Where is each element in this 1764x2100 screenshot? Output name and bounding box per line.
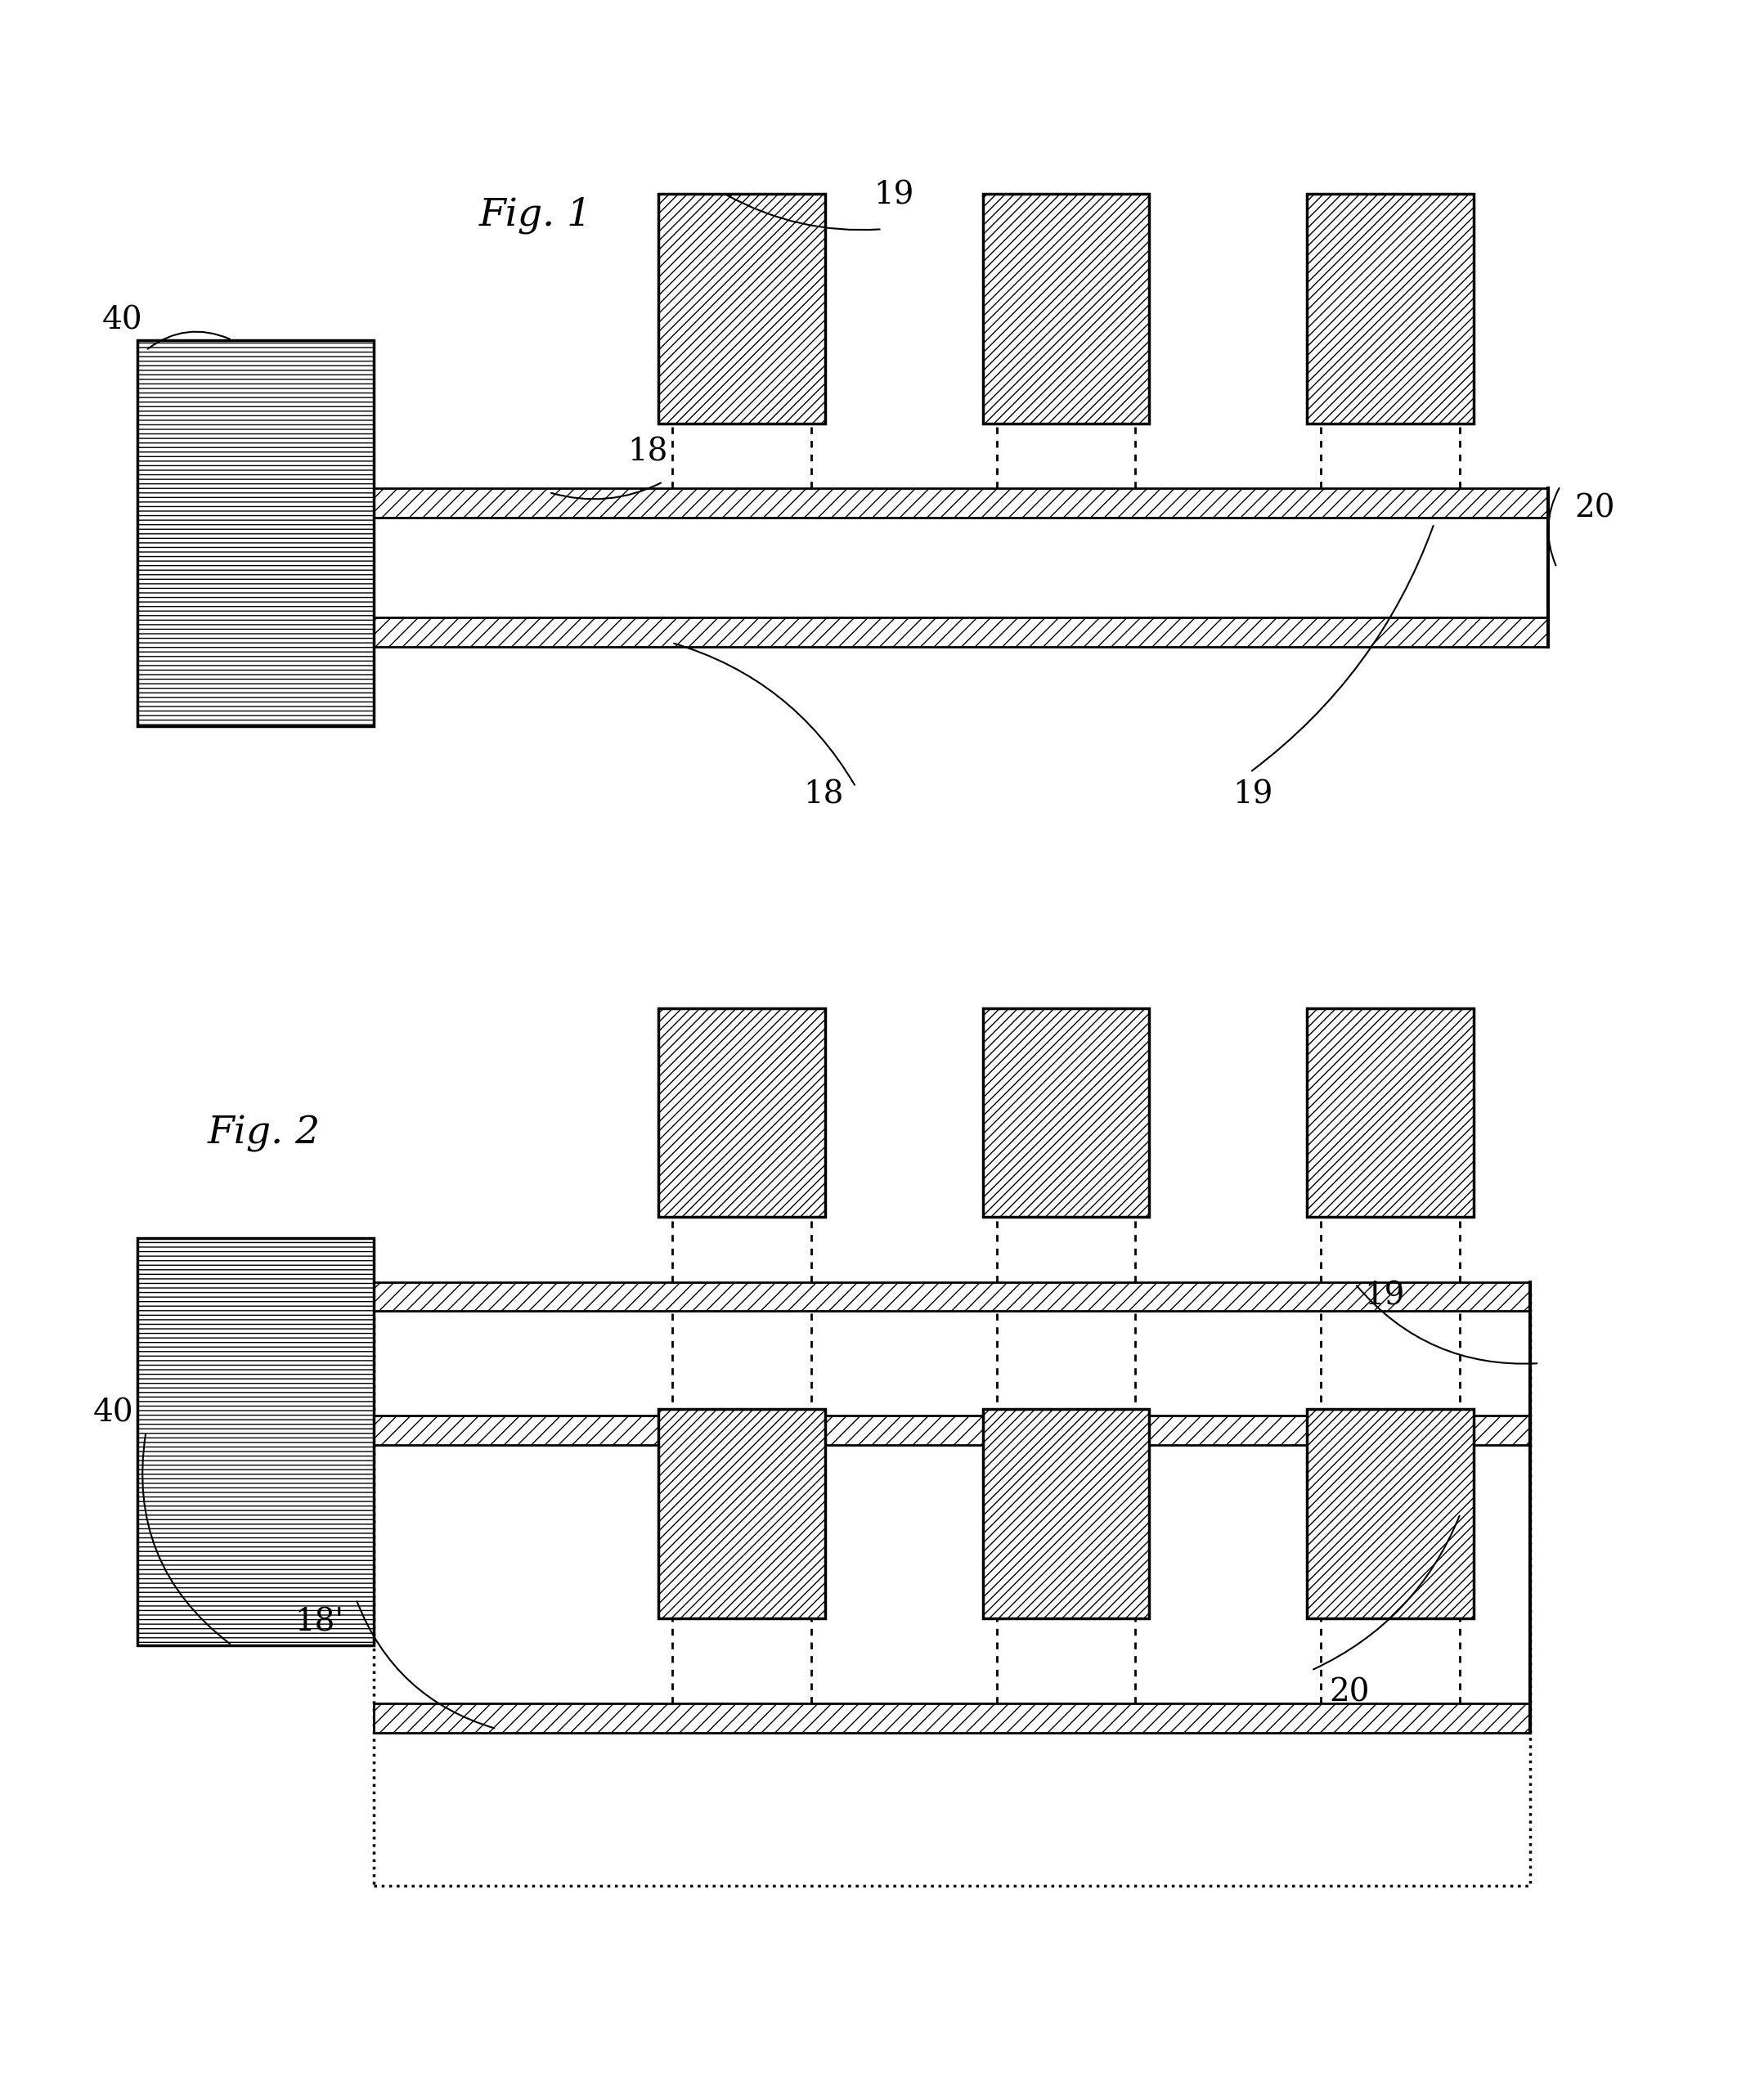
Text: 19: 19	[1233, 779, 1274, 811]
Bar	[658, 1409, 826, 1619]
Text: 18: 18	[803, 779, 843, 811]
FancyArrowPatch shape	[727, 195, 880, 229]
FancyArrowPatch shape	[550, 483, 662, 500]
Text: 18': 18'	[295, 1606, 344, 1638]
Text: 19: 19	[1364, 1281, 1404, 1310]
FancyArrowPatch shape	[143, 1434, 229, 1644]
Text: 40: 40	[93, 1399, 134, 1428]
Bar	[658, 193, 826, 424]
FancyArrowPatch shape	[1549, 487, 1559, 565]
Bar	[658, 1008, 826, 1218]
Text: 19: 19	[873, 181, 914, 210]
FancyArrowPatch shape	[356, 1602, 494, 1728]
Text: Fig. 2: Fig. 2	[206, 1115, 321, 1153]
Bar	[374, 1281, 1531, 1310]
Bar	[374, 1415, 1531, 1445]
Bar	[983, 1409, 1150, 1619]
Text: 20: 20	[1328, 1678, 1369, 1707]
FancyArrowPatch shape	[1314, 1516, 1459, 1670]
Text: 20: 20	[1573, 494, 1614, 523]
Bar	[138, 1239, 374, 1644]
Bar	[1307, 1008, 1473, 1218]
Bar	[374, 487, 1549, 517]
Text: 40: 40	[102, 307, 143, 336]
Bar	[374, 1289, 1531, 1886]
Bar	[1307, 1409, 1473, 1619]
FancyArrowPatch shape	[674, 643, 854, 785]
Bar	[983, 1008, 1150, 1218]
FancyArrowPatch shape	[148, 332, 229, 349]
FancyArrowPatch shape	[1252, 525, 1434, 771]
Bar	[374, 617, 1549, 647]
Bar	[374, 1703, 1531, 1732]
Text: Fig. 1: Fig. 1	[478, 197, 593, 233]
Text: 18: 18	[628, 437, 669, 468]
Bar	[983, 193, 1150, 424]
Bar	[138, 340, 374, 727]
FancyArrowPatch shape	[1357, 1285, 1536, 1363]
Bar	[1307, 193, 1473, 424]
